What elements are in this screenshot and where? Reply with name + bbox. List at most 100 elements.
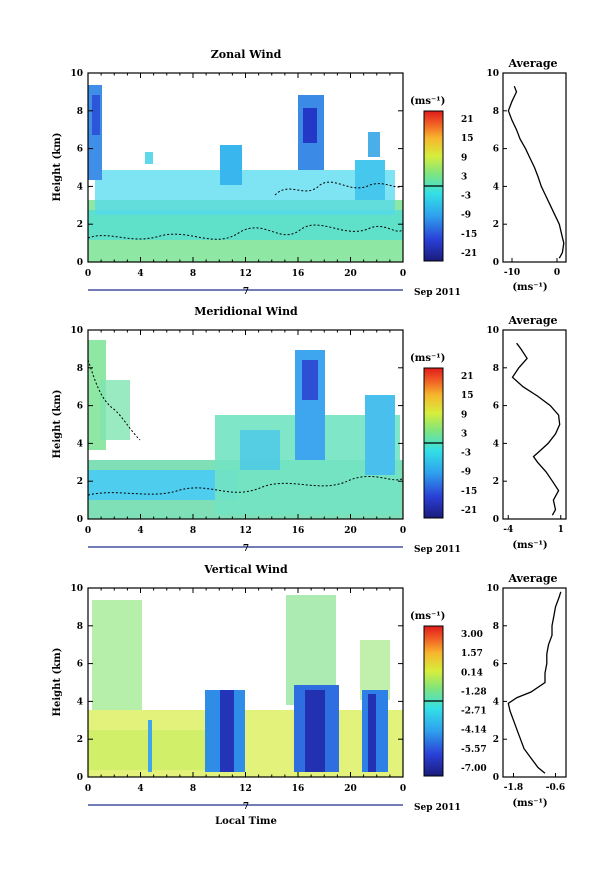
avg-x-tick-label: 1 (558, 525, 564, 535)
colorbar-tick-label: -15 (461, 230, 477, 240)
y-tick-label: 10 (70, 584, 83, 594)
x-tick-label: 4 (137, 526, 143, 536)
colorbar-tick-label: 15 (461, 134, 474, 144)
x-tick-label: 8 (190, 526, 196, 536)
colorbar-tick-label: 15 (461, 391, 474, 401)
wind-region (355, 160, 385, 200)
colorbar-unit: (ms⁻¹) (410, 353, 445, 364)
colorbar-tick-label: -15 (461, 487, 477, 497)
x-tick-label: 0 (400, 784, 406, 794)
y-tick-label: 0 (77, 515, 83, 525)
x-tick-label: 0 (85, 784, 91, 794)
avg-x-tick-label: -10 (504, 268, 520, 278)
avg-y-tick-label: 4 (493, 182, 499, 192)
colorbar-unit: (ms⁻¹) (410, 611, 445, 622)
y-tick-label: 8 (77, 364, 83, 374)
y-tick-label: 0 (77, 258, 83, 268)
heatmap-area (87, 73, 404, 262)
x-tick-label: 16 (292, 784, 305, 794)
y-tick-label: 2 (77, 477, 83, 487)
avg-frame (502, 329, 567, 520)
wind-region (365, 395, 395, 475)
day-label: 7 (243, 544, 249, 554)
x-tick-label: 16 (292, 269, 305, 279)
date-label: Sep 2011 (414, 545, 461, 555)
wind-region (303, 108, 317, 143)
avg-y-tick-label: 6 (493, 145, 499, 155)
colorbar-tick-label: -5.57 (461, 745, 487, 755)
avg-title: Average (507, 57, 557, 70)
heatmap-area (88, 588, 403, 777)
colorbar-tick-label: -4.14 (461, 726, 487, 736)
y-tick-label: 8 (77, 107, 83, 117)
zero-contour (87, 475, 404, 496)
y-tick-label: 4 (77, 182, 83, 192)
x-tick-label: 0 (400, 269, 406, 279)
avg-profile-line (507, 591, 562, 774)
colorbar-tick-label: 21 (461, 372, 474, 382)
date-label: Sep 2011 (414, 803, 461, 813)
wind-region (368, 694, 376, 772)
x-tick-label: 8 (190, 784, 196, 794)
y-axis-label: Height (km) (52, 390, 63, 459)
avg-profile-line (507, 85, 565, 259)
avg-y-tick-label: 8 (493, 107, 499, 117)
day-label: 7 (243, 287, 249, 297)
y-tick-label: 4 (77, 697, 83, 707)
y-axis-label: Height (km) (52, 133, 63, 202)
avg-y-tick-label: 4 (493, 697, 499, 707)
colorbar-tick-label: -21 (461, 506, 477, 516)
avg-x-tick-label: -0.6 (546, 783, 565, 793)
x-axis-label: Local Time (215, 816, 277, 827)
avg-x-tick-label: -4 (503, 525, 513, 535)
avg-y-tick-label: 6 (493, 660, 499, 670)
avg-frame (502, 587, 567, 778)
zero-contour (87, 224, 404, 240)
avg-y-tick-label: 10 (486, 326, 499, 336)
wind-region (145, 152, 153, 164)
y-tick-label: 8 (77, 622, 83, 632)
date-label: Sep 2011 (414, 288, 461, 298)
wind-region (92, 95, 100, 135)
wind-region (240, 430, 280, 470)
chart-title: Meridional Wind (194, 305, 298, 318)
avg-y-tick-label: 2 (493, 220, 499, 230)
x-tick-label: 0 (85, 526, 91, 536)
y-tick-label: 0 (77, 773, 83, 783)
zero-contour (87, 359, 141, 441)
avg-y-tick-label: 10 (486, 584, 499, 594)
colorbar-tick-label: -9 (461, 468, 471, 478)
avg-x-tick-label: 0 (554, 268, 560, 278)
avg-y-tick-label: 10 (486, 69, 499, 79)
x-tick-label: 20 (344, 269, 357, 279)
colorbar-tick-label: -21 (461, 249, 477, 259)
y-tick-label: 4 (77, 439, 83, 449)
y-tick-label: 6 (77, 402, 83, 412)
avg-title: Average (507, 572, 557, 585)
y-tick-label: 6 (77, 145, 83, 155)
wind-region (220, 690, 234, 772)
wind-region (148, 720, 152, 772)
avg-y-tick-label: 2 (493, 735, 499, 745)
avg-x-tick-label: -1.8 (504, 783, 523, 793)
x-tick-label: 20 (344, 526, 357, 536)
avg-y-tick-label: 0 (493, 258, 499, 268)
colorbar-tick-label: -1.28 (461, 687, 487, 697)
chart-title: Vertical Wind (203, 563, 288, 576)
wind-region (368, 132, 380, 157)
heatmap-area (87, 330, 404, 519)
colorbar-unit: (ms⁻¹) (410, 96, 445, 107)
colorbar-tick-label: -3 (461, 192, 471, 202)
x-tick-label: 0 (85, 269, 91, 279)
avg-y-tick-label: 6 (493, 402, 499, 412)
colorbar-tick-label: 3.00 (461, 630, 483, 640)
colorbar-tick-label: -7.00 (461, 764, 487, 774)
day-label: 7 (243, 802, 249, 812)
colorbar-tick-label: 9 (461, 410, 467, 420)
x-tick-label: 12 (239, 526, 252, 536)
x-tick-label: 12 (239, 269, 252, 279)
colorbar-tick-label: -9 (461, 211, 471, 221)
avg-y-tick-label: 0 (493, 773, 499, 783)
